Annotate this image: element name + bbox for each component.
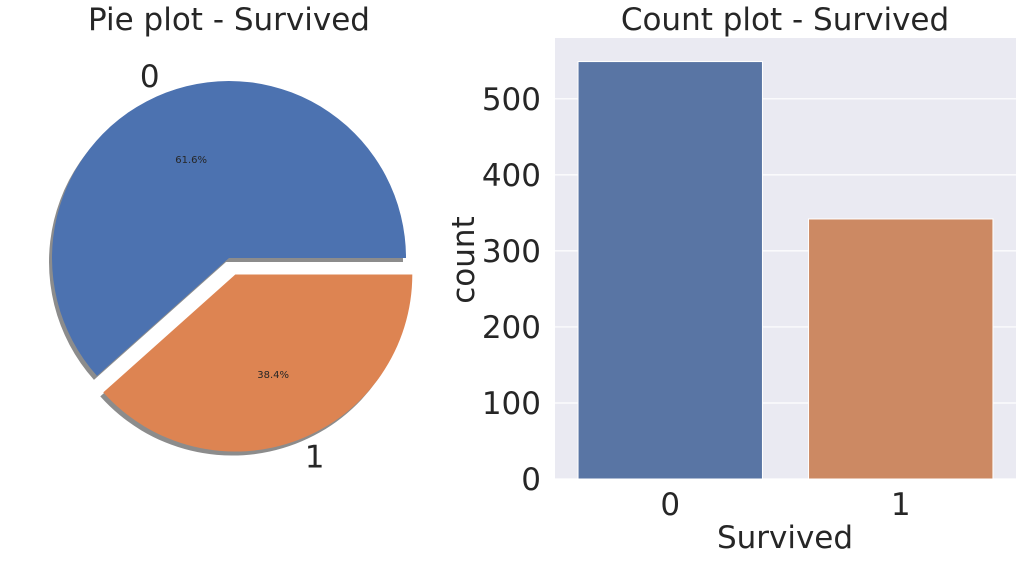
- pie-pct-label-0: 61.6%: [175, 155, 207, 166]
- x-tick-label: 0: [660, 487, 680, 523]
- pie-label-1: 1: [305, 439, 325, 475]
- y-tick-label: 400: [482, 158, 541, 194]
- bar-1: [808, 218, 994, 480]
- y-axis-label: count: [446, 216, 482, 303]
- pie-labels: 0 61.6% 1 38.4%: [140, 59, 325, 475]
- pie-pct-label-1: 38.4%: [257, 370, 289, 381]
- pie-slices: [51, 81, 413, 452]
- bar-0: [577, 61, 763, 480]
- bars: [577, 61, 994, 480]
- pie-slice-0: [51, 81, 406, 376]
- x-tick-label: 1: [891, 487, 911, 523]
- y-tick-label: 500: [482, 82, 541, 118]
- y-tick-labels: 0 100 200 300 400 500: [482, 82, 541, 498]
- pie-title: Pie plot - Survived: [88, 2, 370, 38]
- y-tick-label: 200: [482, 310, 541, 346]
- y-tick-label: 0: [521, 462, 541, 498]
- y-tick-label: 300: [482, 234, 541, 270]
- pie-slice-1: [103, 274, 413, 452]
- y-tick-label: 100: [482, 386, 541, 422]
- bar-title: Count plot - Survived: [621, 2, 949, 38]
- x-axis-label: Survived: [717, 520, 853, 556]
- pie-chart: Pie plot - Survived 0 61.6% 1 38.4%: [48, 2, 413, 475]
- pie-label-0: 0: [140, 59, 160, 95]
